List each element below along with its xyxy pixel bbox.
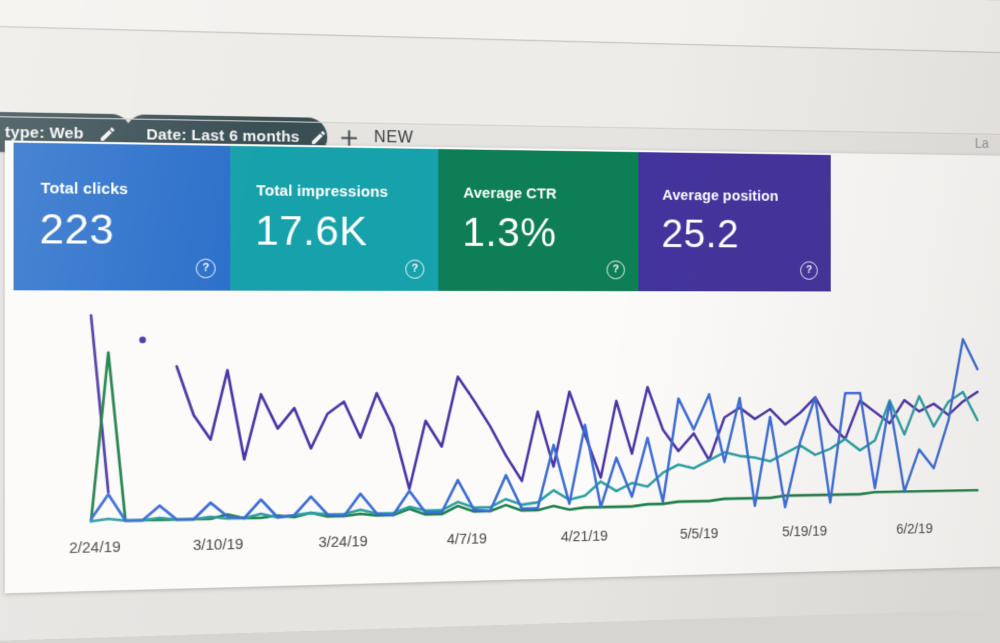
- x-axis-label: 3/24/19: [318, 534, 367, 551]
- edit-icon[interactable]: [310, 128, 327, 146]
- card-label: Total clicks: [41, 180, 129, 199]
- x-axis-label: 4/21/19: [561, 529, 608, 546]
- x-axis-label: 5/19/19: [782, 524, 827, 541]
- summary-cards: Total clicks 223 ? Total impressions 17.…: [14, 143, 831, 292]
- card-label: Average CTR: [463, 185, 556, 203]
- screen-photo: type: Web Date: Last 6 months NEW La Tot…: [0, 0, 1000, 643]
- card-average-position[interactable]: Average position 25.2 ?: [638, 152, 830, 291]
- help-icon[interactable]: ?: [800, 261, 818, 279]
- edit-icon[interactable]: [99, 125, 117, 143]
- help-icon[interactable]: ?: [196, 259, 216, 279]
- card-value: 223: [40, 205, 115, 254]
- x-axis-label: 4/7/19: [447, 531, 487, 548]
- card-average-ctr[interactable]: Average CTR 1.3% ?: [438, 149, 638, 291]
- x-axis-label: 2/24/19: [69, 539, 121, 557]
- card-value: 17.6K: [255, 207, 367, 256]
- performance-panel: Total clicks 223 ? Total impressions 17.…: [5, 140, 1000, 593]
- help-icon[interactable]: ?: [607, 260, 625, 279]
- x-axis-label: 6/2/19: [896, 521, 933, 537]
- help-icon[interactable]: ?: [405, 260, 424, 279]
- card-label: Average position: [662, 187, 778, 205]
- card-value: 1.3%: [462, 209, 556, 257]
- partial-text-right: La: [975, 135, 989, 150]
- performance-chart[interactable]: 2/24/19 3/10/19 3/24/19 4/7/19 4/21/19 5…: [91, 303, 977, 565]
- filter-chip-label: type: Web: [5, 123, 84, 142]
- new-button-label: NEW: [374, 129, 413, 148]
- card-total-impressions[interactable]: Total impressions 17.6K ?: [230, 146, 438, 291]
- x-axis-label: 5/5/19: [680, 526, 718, 543]
- card-label: Total impressions: [256, 182, 388, 201]
- x-axis-label: 3/10/19: [193, 537, 243, 555]
- chart-canvas: [91, 303, 977, 532]
- card-total-clicks[interactable]: Total clicks 223 ?: [14, 143, 231, 291]
- card-value: 25.2: [661, 211, 739, 258]
